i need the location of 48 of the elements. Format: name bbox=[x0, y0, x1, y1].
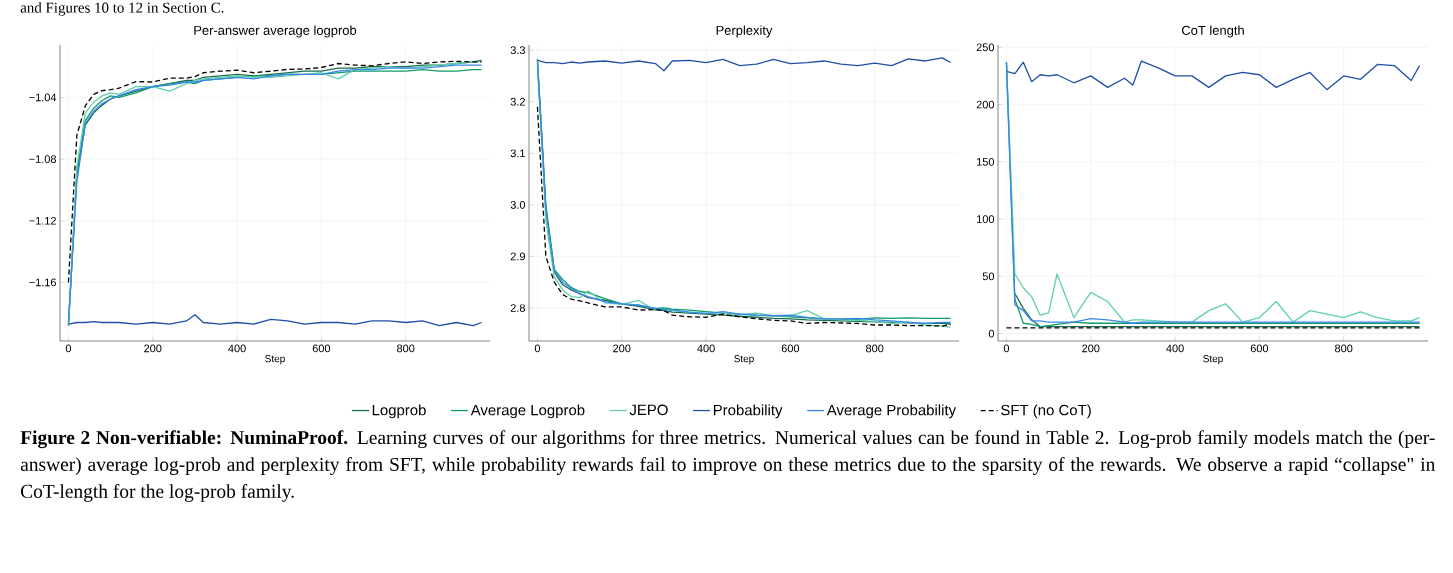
text: Figure 2 Non-verifiable: NuminaProof. Learning curves of our algorithms for three metrics. Numerical values can be found in Table 2. Log-prob family models match the (per-answer) average log-prob and perplexity from SFT, while probability rewards fail to improve on these metrics due to the sparsity of the rewards. We observe a rapid “collapse" in CoT-length for the log-prob family. bbox=[20, 430, 1436, 502]
x-tick-label: 0 bbox=[1003, 344, 1010, 353]
x-tick-label: 800 bbox=[397, 344, 415, 353]
chart-title: Perplexity bbox=[716, 25, 773, 38]
y-tick-label: 3.3 bbox=[510, 46, 525, 55]
x-tick-label: 600 bbox=[1250, 344, 1269, 353]
chart-title: Per-answer average logprob bbox=[194, 25, 357, 38]
y-tick-label: 0 bbox=[988, 329, 995, 338]
y-tick-label: −1.04 bbox=[29, 93, 57, 102]
x-tick-label: 0 bbox=[65, 344, 72, 353]
line-series bbox=[67, 60, 483, 284]
line-series bbox=[536, 57, 952, 72]
x-tick-label: 200 bbox=[613, 344, 631, 353]
text: and Figures 10 to 12 in Section C. bbox=[20, 2, 224, 16]
x-tick-label: 200 bbox=[144, 344, 162, 353]
x-tick-label: 400 bbox=[1166, 344, 1184, 353]
x-axis-title: Step bbox=[265, 355, 285, 365]
legend-label: Logprob bbox=[372, 404, 426, 419]
legend-label: Average Probability bbox=[826, 404, 957, 419]
x-tick-label: 600 bbox=[781, 344, 800, 353]
y-tick-label: −1.12 bbox=[29, 216, 56, 225]
chart-title: CoT length bbox=[1182, 25, 1244, 38]
y-tick-label: 3.2 bbox=[510, 97, 525, 106]
legend-label: Average Logprob bbox=[470, 404, 585, 419]
line-series bbox=[1005, 60, 1421, 91]
y-tick-label: −1.08 bbox=[29, 155, 56, 163]
y-tick-label: 150 bbox=[977, 157, 995, 166]
y-tick-label: 2.9 bbox=[510, 252, 525, 261]
legend-label: JEPO bbox=[629, 404, 668, 416]
x-tick-label: 800 bbox=[1335, 344, 1353, 353]
y-tick-label: 2.8 bbox=[510, 304, 525, 312]
x-tick-label: 0 bbox=[534, 344, 541, 353]
x-axis-title: Step bbox=[1203, 355, 1223, 365]
y-tick-label: 200 bbox=[976, 100, 995, 109]
x-tick-label: 200 bbox=[1082, 344, 1100, 353]
x-axis-title: Step bbox=[734, 355, 754, 365]
x-tick-label: 600 bbox=[312, 344, 331, 353]
y-tick-label: 250 bbox=[976, 43, 995, 52]
legend-label: SFT (no CoT) bbox=[1001, 404, 1091, 419]
y-tick-label: 50 bbox=[982, 272, 995, 281]
x-tick-label: 400 bbox=[697, 344, 715, 353]
y-tick-label: 3.1 bbox=[510, 149, 525, 158]
y-tick-label: 100 bbox=[977, 215, 995, 223]
y-tick-label: −1.16 bbox=[29, 278, 56, 287]
x-tick-label: 800 bbox=[866, 344, 884, 353]
y-tick-label: 3.0 bbox=[510, 200, 526, 209]
x-tick-label: 400 bbox=[228, 344, 246, 353]
legend-label: Probability bbox=[713, 404, 783, 419]
